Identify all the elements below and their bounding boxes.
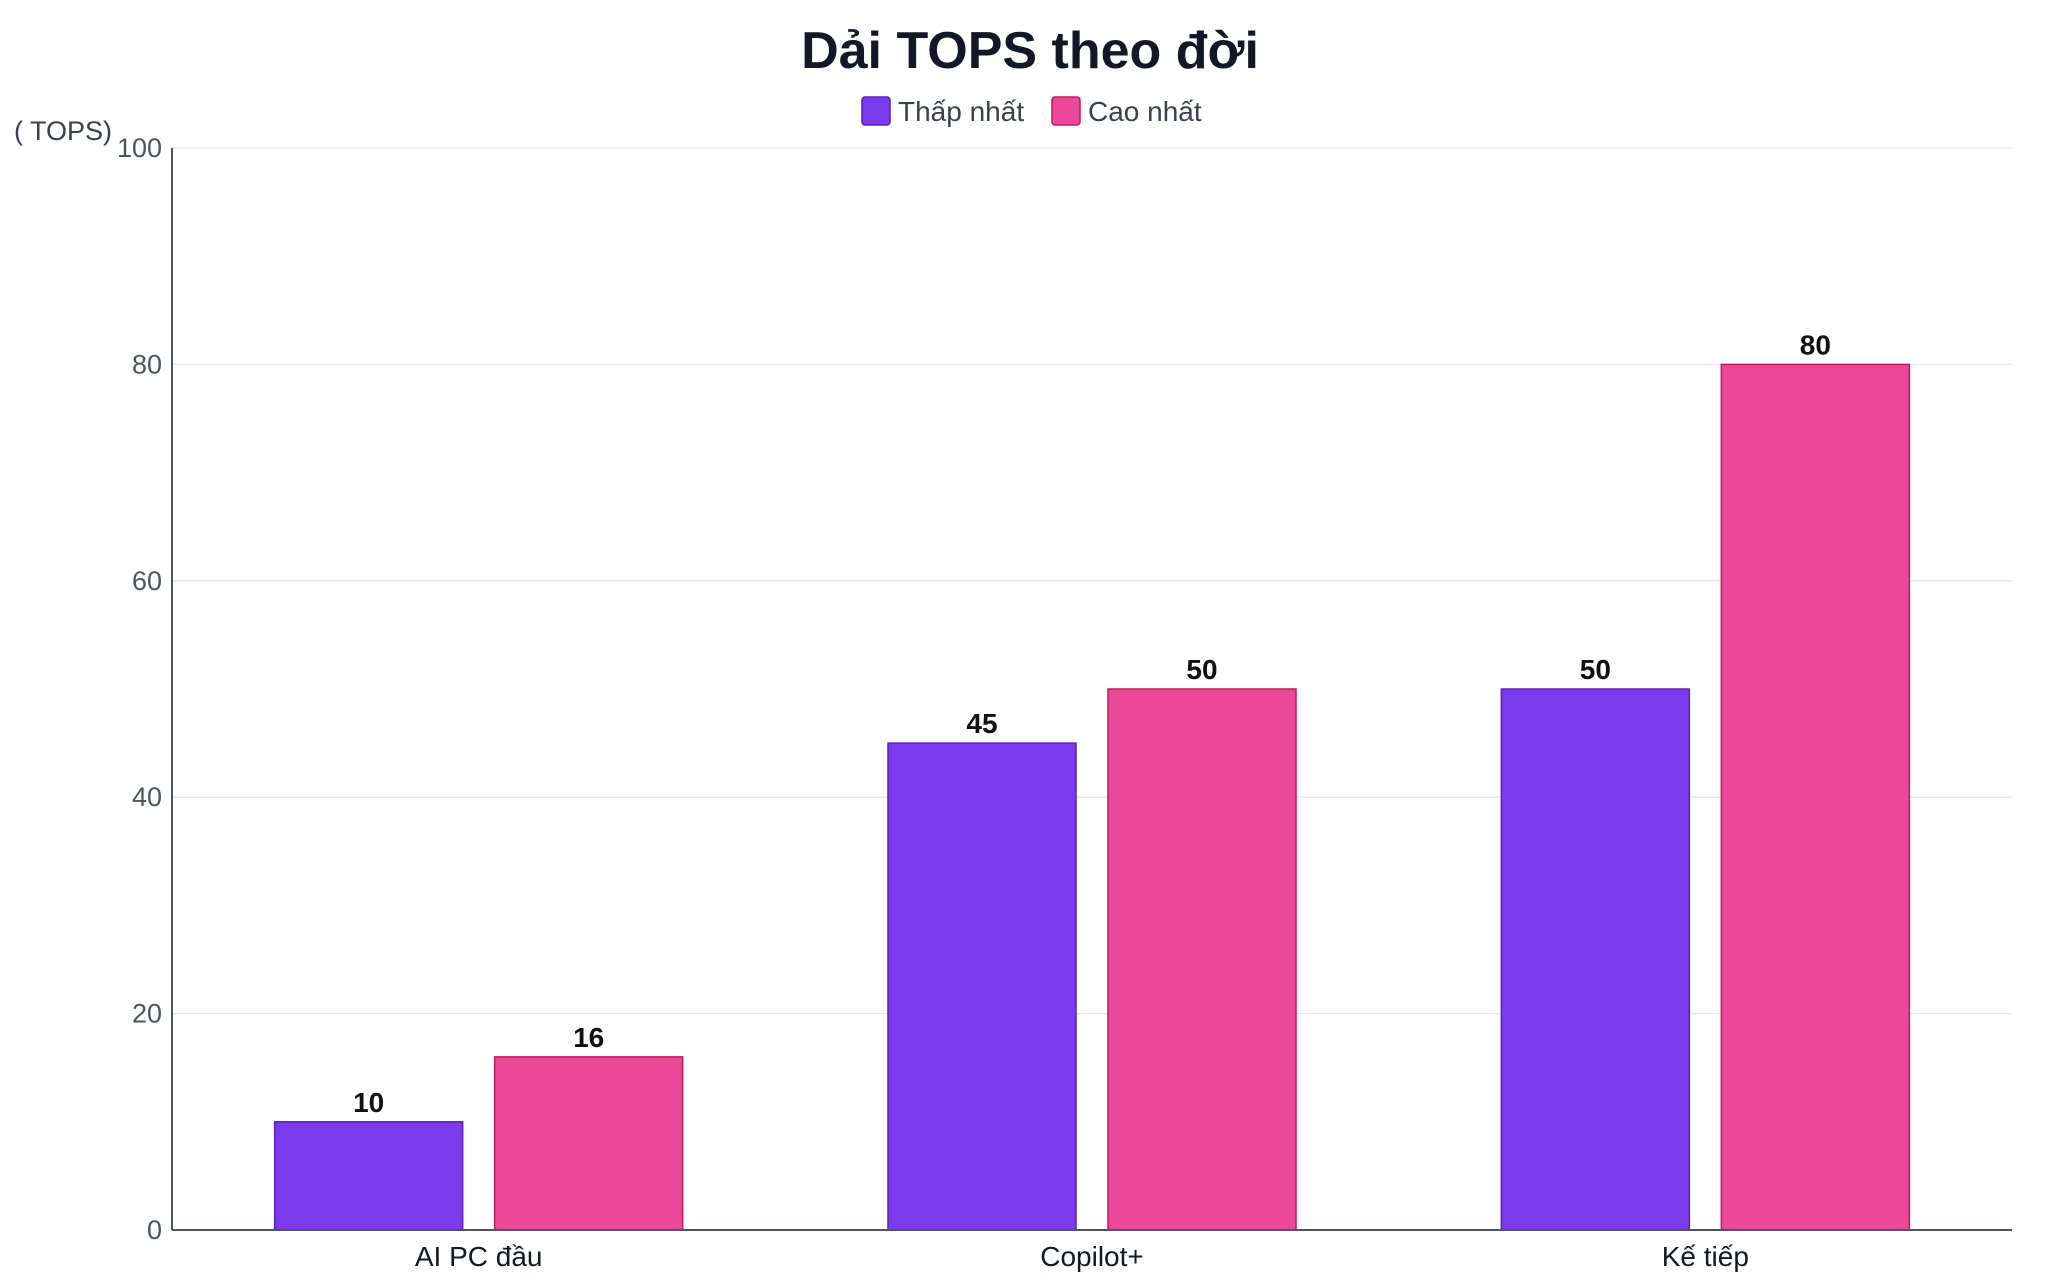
bar-max [1107, 688, 1297, 1231]
x-tick-label: Kế tiếp [1662, 1241, 1749, 1272]
bars [273, 363, 1911, 1231]
bar-min [273, 1121, 464, 1231]
x-tick-label: AI PC đầu [415, 1241, 543, 1272]
bar-max [1720, 363, 1911, 1231]
data-label: 50 [1580, 654, 1611, 685]
y-axis-label: ( TOPS) [14, 116, 112, 146]
bar-min [887, 742, 1077, 1231]
chart-title: Dải TOPS theo đời [801, 22, 1259, 80]
gridlines [172, 147, 2012, 1015]
y-tick-label: 60 [132, 566, 162, 596]
data-label: 50 [1186, 654, 1217, 685]
bar-min [1500, 688, 1691, 1231]
legend-label-min: Thấp nhất [898, 96, 1024, 127]
data-label: 10 [353, 1087, 384, 1118]
data-label: 80 [1800, 329, 1831, 360]
legend-swatch-max [1051, 96, 1081, 126]
data-labels: 10 16 45 50 50 80 [353, 329, 1831, 1117]
y-axis-ticks: 0 20 40 60 80 100 [117, 133, 162, 1245]
y-tick-label: 0 [147, 1215, 162, 1245]
legend-label-max: Cao nhất [1088, 96, 1202, 127]
legend-swatch-min [861, 96, 891, 126]
bar-max [493, 1056, 684, 1231]
y-tick-label: 100 [117, 133, 162, 163]
x-tick-label: Copilot+ [1040, 1241, 1144, 1272]
x-axis-ticks: AI PC đầu Copilot+ Kế tiếp [415, 1241, 1749, 1272]
data-label: 16 [573, 1022, 604, 1053]
data-label: 45 [966, 708, 997, 739]
y-tick-label: 40 [132, 782, 162, 812]
y-tick-label: 80 [132, 349, 162, 379]
y-tick-label: 20 [132, 999, 162, 1029]
legend: Thấp nhất Cao nhất [861, 96, 1202, 127]
